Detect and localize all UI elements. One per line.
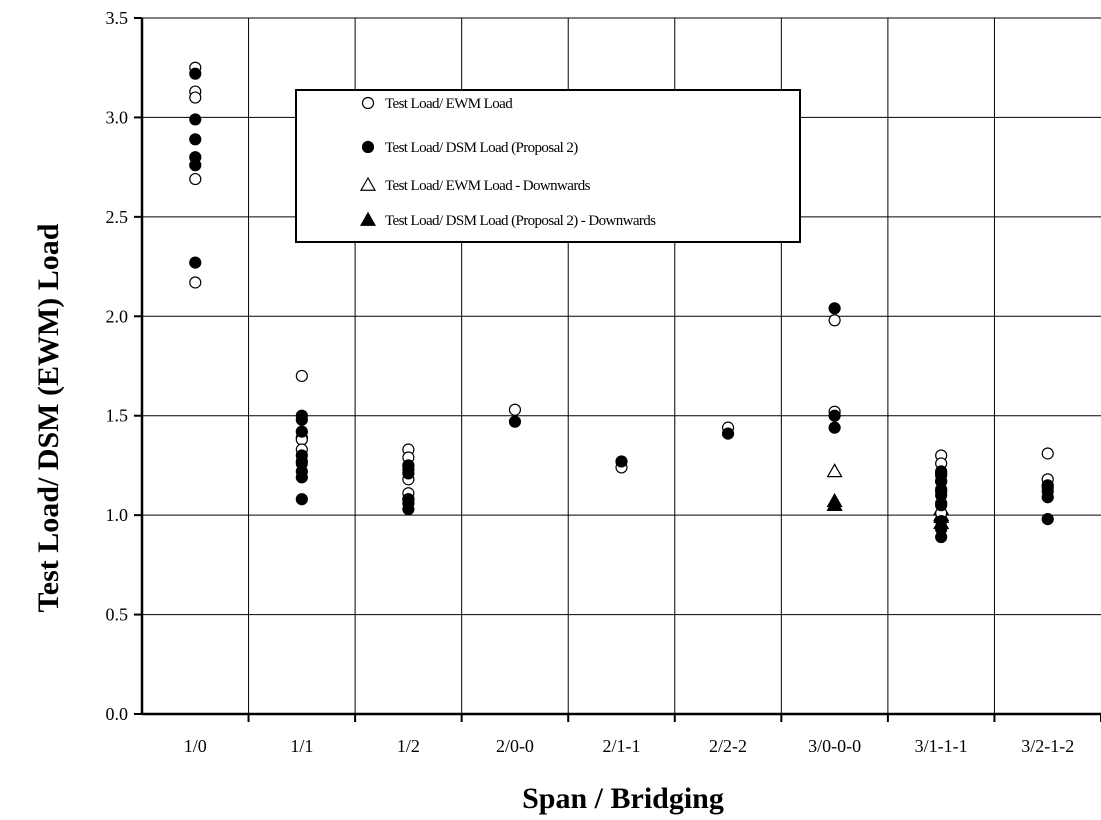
data-point-open-circle [508,403,522,416]
x-axis-ticks: 1/0 1/1 1/2 2/0-0 2/1-1 2/2-2 3/0-0-0 3/1-1-1 3/… [184,714,1101,756]
data-point-filled-circle [508,415,522,428]
data-point-filled-circle [1041,513,1054,526]
y-axis-ticks: 0.0 0.5 1.0 1.5 2.0 2.5 3.0 3.5 [106,8,142,724]
data-point-filled-circle [189,67,202,80]
y-tick-label: 1.5 [106,406,129,426]
legend-box [295,89,801,243]
data-point-open-circle [189,276,202,289]
y-tick-label: 3.5 [106,8,129,28]
data-point-filled-circle [295,425,308,438]
data-point-filled-circle [189,256,202,269]
data-point-filled-circle [189,159,202,172]
x-tick-label: 2/1-1 [603,736,641,756]
legend-marker-open-triangle [359,176,377,191]
data-point-filled-circle [721,427,735,440]
x-axis-title: Span / Bridging [522,782,724,815]
data-point-filled-circle [935,499,948,512]
data-point-filled-triangle [826,496,843,512]
x-tick-label: 3/2-1-2 [1021,736,1074,756]
x-tick-label: 2/2-2 [709,736,747,756]
data-point-filled-circle [402,503,415,516]
legend-marker-open-circle [361,96,375,110]
x-tick-label: 2/0-0 [496,736,534,756]
data-point-filled-circle [295,471,308,484]
legend: Test Load/ EWM Load Test Load/ DSM Load … [295,89,801,243]
x-tick-label: 3/0-0-0 [808,736,861,756]
data-point-open-circle [828,314,841,327]
data-point-filled-circle [189,113,202,126]
legend-marker-filled-circle [361,140,375,154]
data-point-filled-circle [402,467,415,480]
data-point-open-circle [1041,447,1054,460]
legend-label-ewm: Test Load/ EWM Load [385,96,513,112]
y-axis-title: Test Load/ DSM (EWM) Load [32,223,65,612]
data-point-filled-circle [295,493,308,506]
x-tick-label: 3/1-1-1 [915,736,968,756]
y-tick-label: 1.0 [106,505,129,525]
data-point-open-triangle [826,463,843,478]
x-tick-label: 1/2 [397,736,420,756]
data-point-filled-circle [935,530,948,544]
data-point-filled-circle [189,133,202,146]
x-tick-label: 1/0 [184,736,207,756]
data-marks [189,61,1054,544]
legend-label-dsm: Test Load/ DSM Load (Proposal 2) [385,140,578,156]
data-point-open-circle [295,369,308,383]
data-point-filled-circle [828,302,841,315]
data-point-open-circle [189,172,202,186]
legend-label-ewm-downwards: Test Load/ EWM Load - Downwards [385,178,591,194]
data-point-filled-circle [828,409,841,422]
axes [140,18,1101,716]
y-tick-label: 0.5 [106,605,129,625]
data-point-filled-circle [615,455,628,468]
x-tick-label: 1/1 [290,736,313,756]
y-tick-label: 3.0 [106,107,129,127]
data-point-filled-circle [1041,491,1054,504]
legend-markers [359,96,377,226]
y-tick-label: 0.0 [106,704,129,724]
legend-label-dsm-downwards: Test Load/ DSM Load (Proposal 2) - Downw… [385,213,656,229]
data-point-filled-circle [828,421,841,434]
data-point-open-circle [189,91,202,104]
data-point-filled-circle [295,413,308,426]
legend-marker-filled-triangle [359,211,377,226]
y-tick-label: 2.5 [106,207,129,227]
y-tick-label: 2.0 [106,306,129,326]
